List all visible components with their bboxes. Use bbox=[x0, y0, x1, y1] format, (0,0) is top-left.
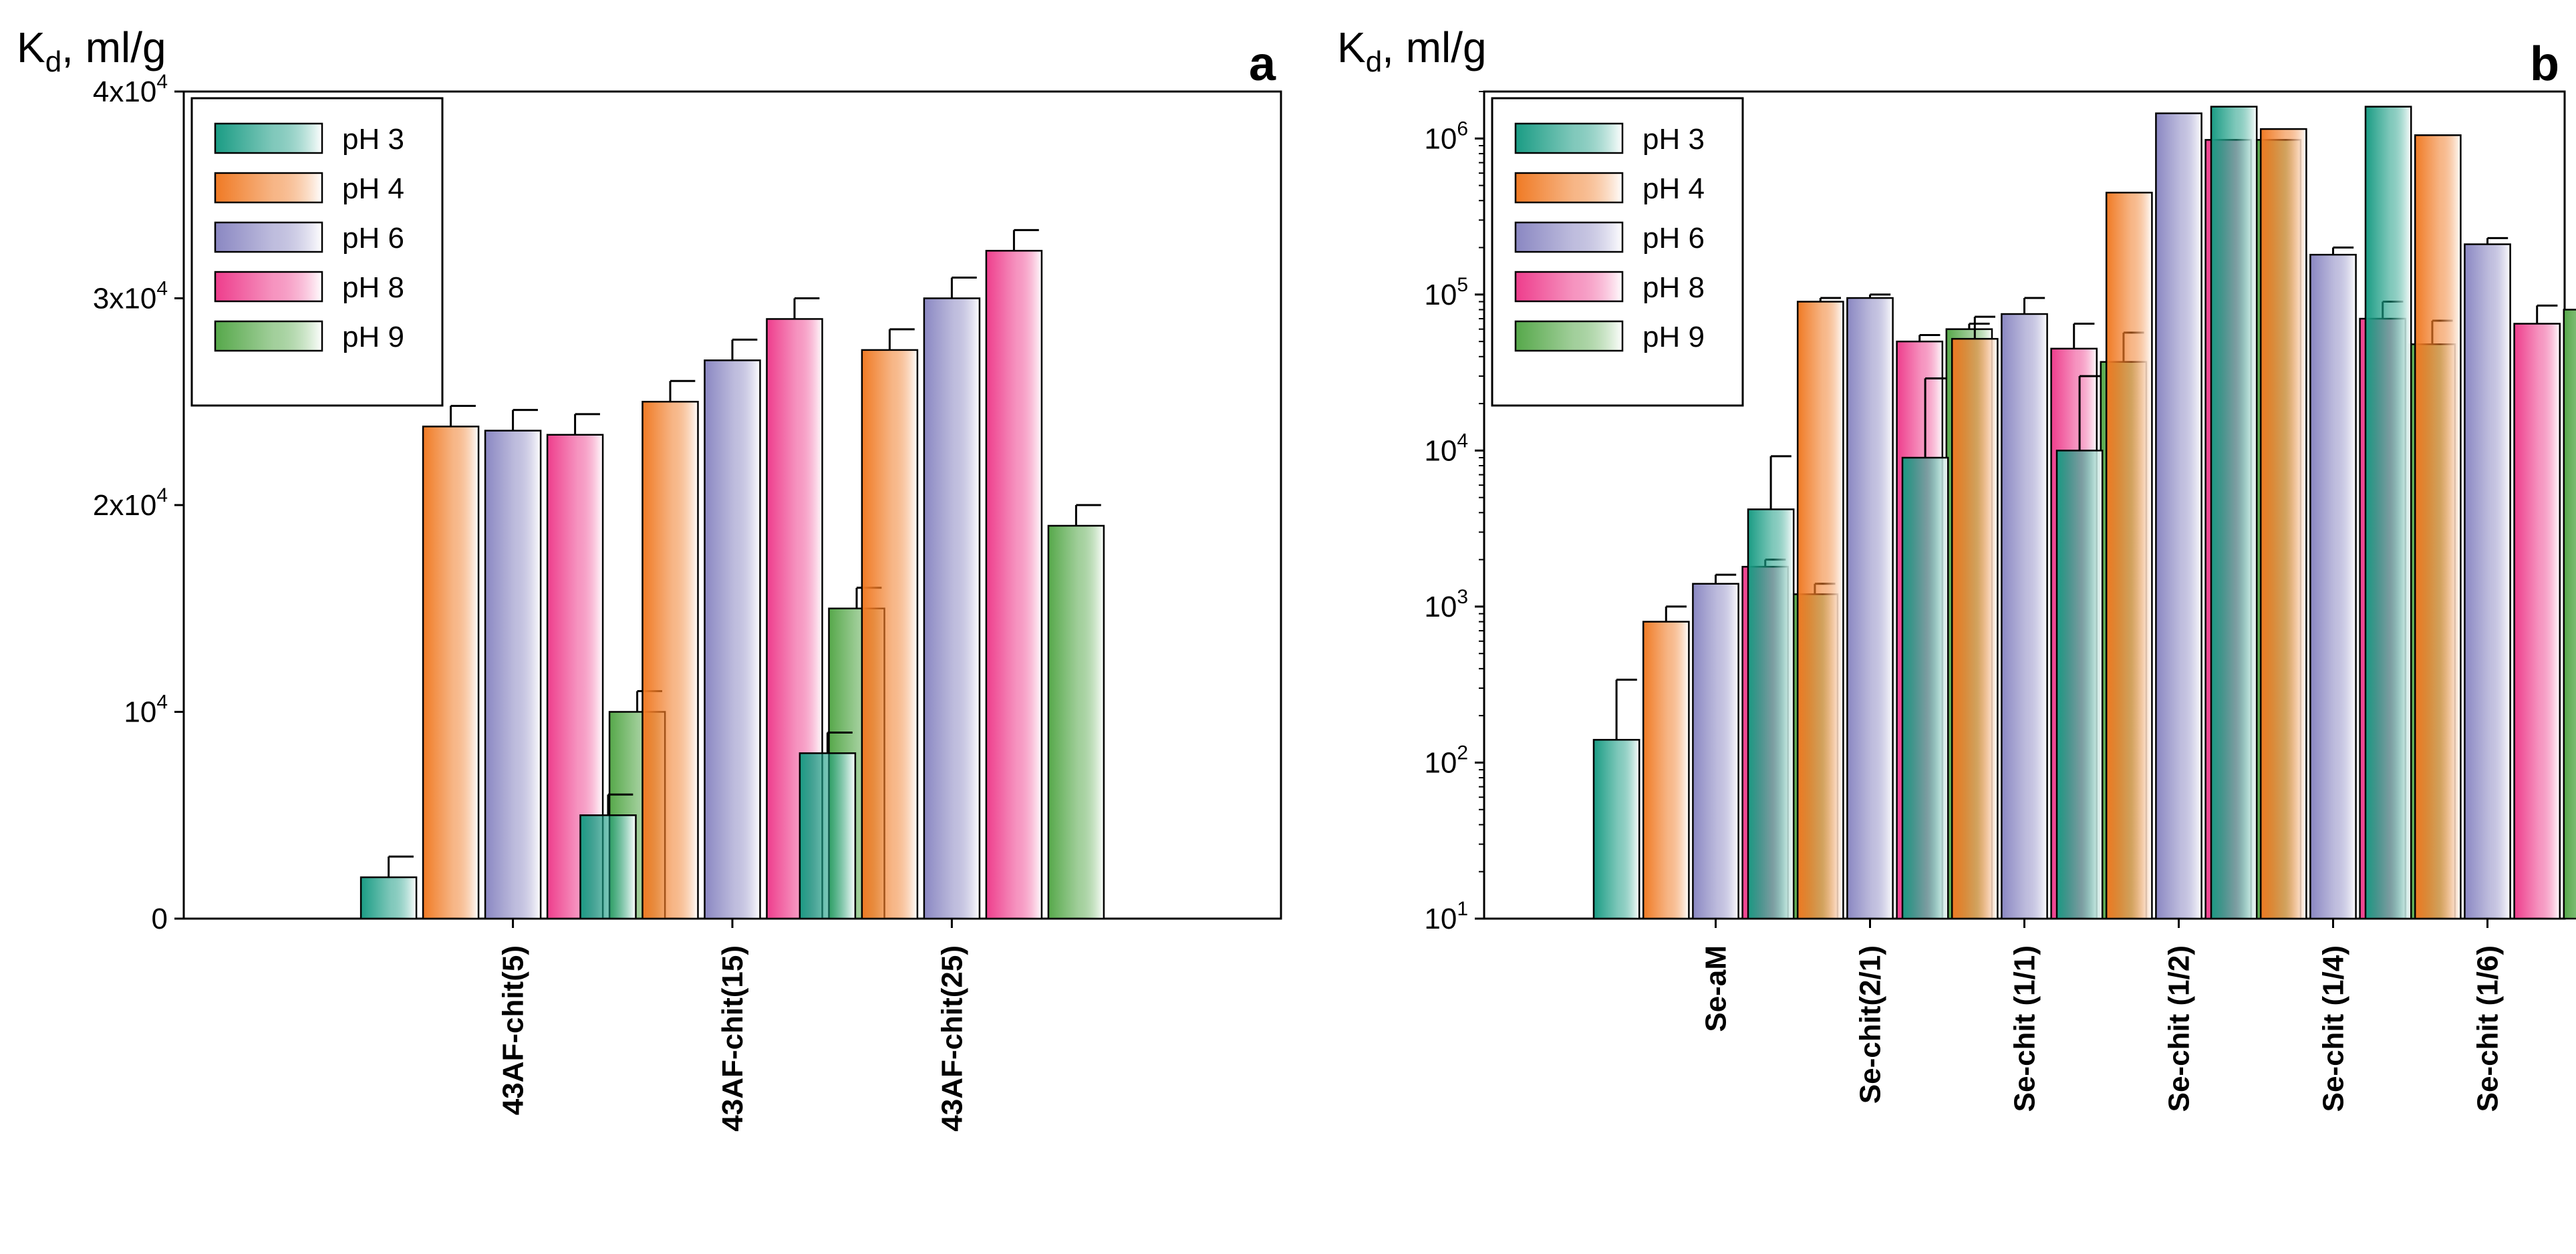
legend-label-ph-4: pH 4 bbox=[1642, 172, 1705, 205]
legend-swatch-ph-9 bbox=[214, 320, 323, 352]
legend-label-ph-8: pH 8 bbox=[1642, 271, 1705, 304]
legend-label-ph-9: pH 9 bbox=[342, 321, 404, 353]
bar-ph-3-se-chit-1-2 bbox=[2055, 450, 2104, 920]
bar-ph-6-43af-chit-5 bbox=[484, 430, 542, 920]
bar-ph-4-se-chit-1-2 bbox=[2105, 192, 2153, 920]
panel-letter: a bbox=[1249, 37, 1276, 91]
legend-label-ph-3: pH 3 bbox=[1642, 123, 1705, 156]
y-tick-label: 2x104 bbox=[93, 484, 168, 522]
legend-swatch-ph-4 bbox=[1514, 172, 1624, 204]
bar-ph-4-se-chit-1-1 bbox=[1951, 337, 1999, 920]
y-tick-label: 103 bbox=[1424, 586, 1468, 623]
bar-ph-4-43af-chit-15 bbox=[641, 401, 699, 920]
legend-swatch-ph-8 bbox=[214, 271, 323, 303]
legend-label-ph-4: pH 4 bbox=[342, 172, 404, 205]
bar-ph-3-43af-chit-25 bbox=[799, 752, 857, 920]
x-category-label: Se-aM bbox=[1700, 945, 1733, 1032]
legend-swatch-ph-3 bbox=[1514, 122, 1624, 154]
bar-ph-4-se-chit-2-1 bbox=[1796, 301, 1844, 920]
x-category-label: 43AF-chit(15) bbox=[716, 945, 749, 1132]
bar-ph-8-se-chit-1-6 bbox=[2513, 323, 2561, 920]
legend-label-ph-8: pH 8 bbox=[342, 271, 404, 304]
bar-ph-8-43af-chit-25 bbox=[985, 250, 1043, 920]
y-tick-label: 104 bbox=[1424, 430, 1468, 467]
bar-ph-9-43af-chit-25 bbox=[1047, 524, 1105, 920]
bar-ph-6-se-chit-1-4 bbox=[2309, 253, 2357, 920]
bar-ph-9-se-chit-1-6 bbox=[2563, 309, 2576, 920]
y-tick-label: 104 bbox=[124, 691, 168, 729]
bar-ph-6-se-chit-1-6 bbox=[2464, 243, 2511, 920]
bar-ph-3-se-chit-1-6 bbox=[2364, 106, 2412, 920]
legend-swatch-ph-6 bbox=[1514, 221, 1624, 253]
bar-ph-3-43af-chit-5 bbox=[360, 876, 418, 920]
y-tick-label: 106 bbox=[1424, 118, 1468, 155]
legend-swatch-ph-8 bbox=[1514, 271, 1624, 303]
x-category-label: Se-chit (1/6) bbox=[2472, 945, 2505, 1112]
bar-ph-3-se-chit-1-4 bbox=[2210, 106, 2258, 920]
x-category-label: 43AF-chit(5) bbox=[497, 945, 530, 1115]
legend: pH 3 pH 4 pH 6 pH 8 pH 9 bbox=[1491, 97, 1744, 407]
x-category-label: Se-chit (1/1) bbox=[2009, 945, 2041, 1112]
bar-ph-6-se-chit-2-1 bbox=[1846, 297, 1894, 920]
y-axis-title: Kd, ml/g bbox=[17, 23, 166, 78]
bar-ph-6-43af-chit-15 bbox=[704, 359, 761, 920]
bar-ph-6-se-chit-1-2 bbox=[2155, 112, 2202, 920]
x-category-label: 43AF-chit(25) bbox=[936, 945, 968, 1132]
legend: pH 3 pH 4 pH 6 pH 8 pH 9 bbox=[190, 97, 444, 407]
y-tick-label: 4x104 bbox=[93, 71, 168, 108]
bar-ph-4-se-chit-1-6 bbox=[2414, 134, 2462, 920]
bar-ph-6-se-chit-1-1 bbox=[2001, 313, 2048, 920]
y-axis-title: Kd, ml/g bbox=[1337, 23, 1487, 78]
x-category-label: Se-chit(2/1) bbox=[1854, 945, 1887, 1104]
y-tick-label: 105 bbox=[1424, 274, 1468, 311]
bar-ph-3-43af-chit-15 bbox=[579, 814, 637, 920]
legend-swatch-ph-3 bbox=[214, 122, 323, 154]
y-tick-label: 0 bbox=[152, 903, 168, 935]
panel-b: 101 102 103 104 105 106 Kd, ml/g b Se-aM Se-chit(… bbox=[1337, 23, 2576, 1112]
legend-swatch-ph-9 bbox=[1514, 320, 1624, 352]
bar-ph-4-43af-chit-5 bbox=[422, 426, 480, 920]
y-tick-label: 102 bbox=[1424, 742, 1468, 779]
bar-ph-6-43af-chit-25 bbox=[923, 297, 981, 920]
legend-label-ph-6: pH 6 bbox=[342, 222, 404, 255]
legend-label-ph-3: pH 3 bbox=[342, 123, 404, 156]
legend-label-ph-6: pH 6 bbox=[1642, 222, 1705, 255]
bar-ph-4-se-am bbox=[1642, 621, 1690, 920]
bar-ph-6-se-am bbox=[1692, 583, 1739, 920]
bar-ph-4-43af-chit-25 bbox=[861, 349, 919, 920]
bar-ph-3-se-chit-2-1 bbox=[1747, 508, 1795, 920]
legend-swatch-ph-6 bbox=[214, 221, 323, 253]
x-category-label: Se-chit (1/4) bbox=[2317, 945, 2350, 1112]
legend-label-ph-9: pH 9 bbox=[1642, 321, 1705, 353]
x-category-label: Se-chit (1/2) bbox=[2163, 945, 2196, 1112]
y-tick-label: 3x104 bbox=[93, 278, 168, 315]
bar-ph-3-se-chit-1-1 bbox=[1901, 456, 1949, 920]
panel-letter: b bbox=[2530, 37, 2559, 91]
bar-ph-4-se-chit-1-4 bbox=[2259, 128, 2307, 920]
legend-swatch-ph-4 bbox=[214, 172, 323, 204]
y-tick-label: 101 bbox=[1424, 898, 1468, 935]
bar-ph-3-se-am bbox=[1592, 739, 1640, 920]
